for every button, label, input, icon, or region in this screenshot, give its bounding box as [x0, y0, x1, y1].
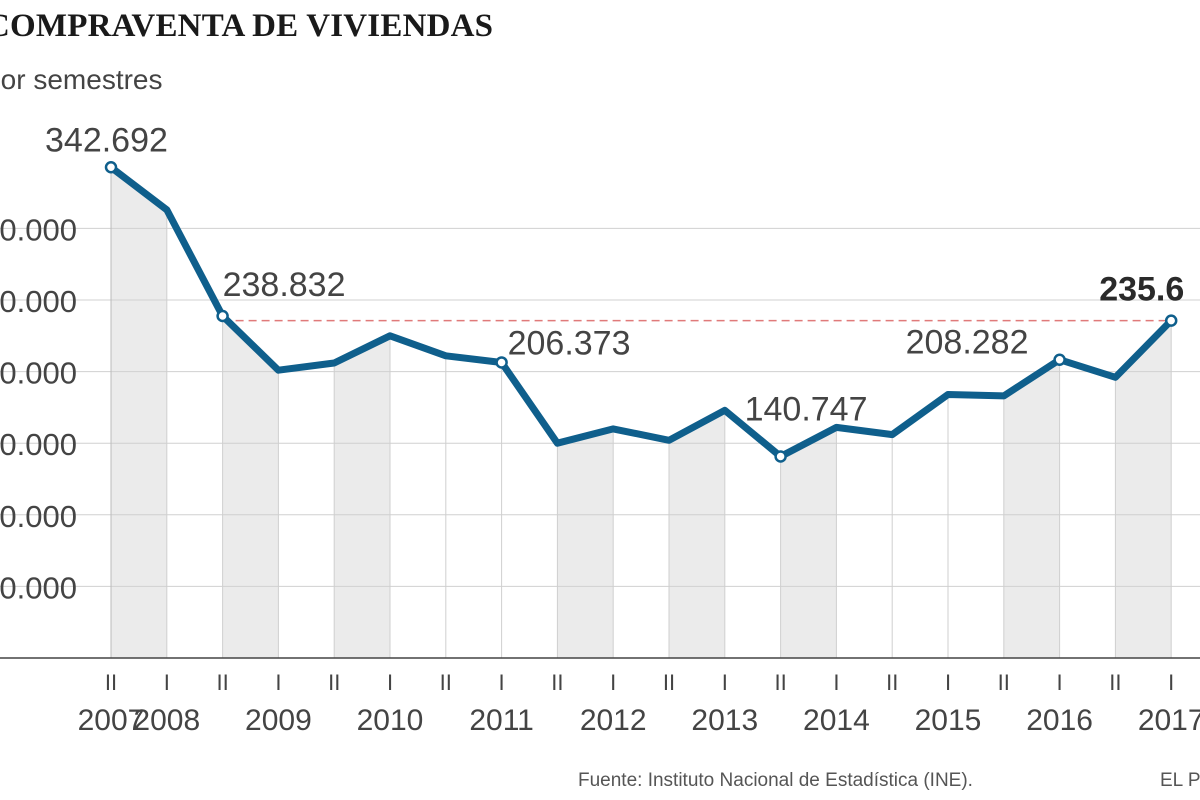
- semester-tick-label: II: [1109, 670, 1121, 695]
- data-point-marker: [1164, 314, 1178, 327]
- semester-tick-label: I: [499, 670, 505, 695]
- y-tick-label: 100.000: [0, 499, 77, 534]
- grid-lines: [0, 167, 1200, 659]
- source-note: Fuente: Instituto Nacional de Estadístic…: [578, 770, 973, 791]
- semester-tick-label: II: [328, 670, 340, 695]
- year-band: [1115, 320, 1172, 658]
- semester-tick-label: I: [164, 670, 170, 695]
- semester-tick-label: I: [275, 670, 281, 695]
- year-tick-label: 2009: [245, 704, 312, 737]
- year-tick-label: 2015: [915, 704, 982, 737]
- series-line: [107, 163, 1175, 460]
- y-tick-labels: 50.000 100.000 150.000 200.000 250.000 300.00…: [0, 212, 77, 605]
- data-labels: 342.692 238.832 206.373 140.747 208.282 235.6: [45, 121, 1184, 428]
- publisher-credit: EL P: [1160, 770, 1200, 791]
- year-band: [557, 428, 614, 658]
- y-tick-label: 250.000: [0, 284, 77, 319]
- year-band: [1003, 359, 1060, 658]
- data-label: 235.6: [1099, 271, 1184, 309]
- data-label: 140.747: [745, 390, 868, 428]
- y-tick-label: 50.000: [0, 570, 77, 605]
- semester-tick-label: II: [774, 670, 786, 695]
- year-tick-label: 2016: [1026, 704, 1093, 737]
- data-point-marker: [216, 309, 229, 323]
- year-band: [780, 427, 837, 658]
- year-tick-label: 2007: [78, 704, 145, 737]
- year-band: [334, 335, 390, 658]
- data-point-marker: [104, 161, 118, 174]
- semester-tick-label: I: [1057, 670, 1063, 695]
- year-tick-label: 2017: [1138, 704, 1200, 737]
- year-tick-label: 2011: [469, 704, 534, 737]
- data-label: 206.373: [508, 324, 631, 362]
- y-tick-label: 200.000: [0, 356, 77, 391]
- year-band: [111, 167, 167, 658]
- data-label: 238.832: [223, 266, 346, 304]
- chart-title: COMPRAVENTA DE VIVIENDAS: [0, 8, 494, 44]
- semester-tick-label: I: [945, 670, 951, 695]
- data-points: [104, 161, 1178, 463]
- semester-tick-label: II: [216, 670, 228, 695]
- data-label: 208.282: [906, 324, 1029, 362]
- semester-tick-label: I: [722, 670, 728, 695]
- y-tick-label: 150.000: [0, 427, 77, 462]
- year-tick-label: 2012: [580, 704, 647, 737]
- year-band: [669, 410, 725, 658]
- semester-tick-label: II: [105, 670, 117, 695]
- semester-tick-label: I: [833, 670, 839, 695]
- year-bands: [111, 167, 1172, 658]
- year-tick-label: 2010: [357, 704, 424, 737]
- year-tick-label: 2013: [691, 704, 758, 737]
- semester-tick-label: I: [1168, 670, 1174, 695]
- data-point-marker: [1053, 353, 1066, 366]
- year-tick-label: 2008: [133, 704, 200, 737]
- semester-tick-label: II: [886, 670, 898, 695]
- semester-tick-label: II: [663, 670, 675, 695]
- chart-subtitle: Por semestres: [0, 64, 163, 95]
- data-point-marker: [495, 356, 508, 369]
- semester-tick-label: I: [610, 670, 616, 695]
- year-band: [222, 315, 279, 658]
- year-tick-label: 2014: [803, 704, 870, 737]
- data-label: 342.692: [45, 121, 168, 159]
- semester-tick-label: I: [387, 670, 393, 695]
- data-point-marker: [774, 450, 787, 463]
- y-tick-label: 300.000: [0, 212, 77, 247]
- semester-tick-label: II: [998, 670, 1010, 695]
- semester-tick-label: II: [440, 670, 452, 695]
- semester-tick-label: II: [551, 670, 563, 695]
